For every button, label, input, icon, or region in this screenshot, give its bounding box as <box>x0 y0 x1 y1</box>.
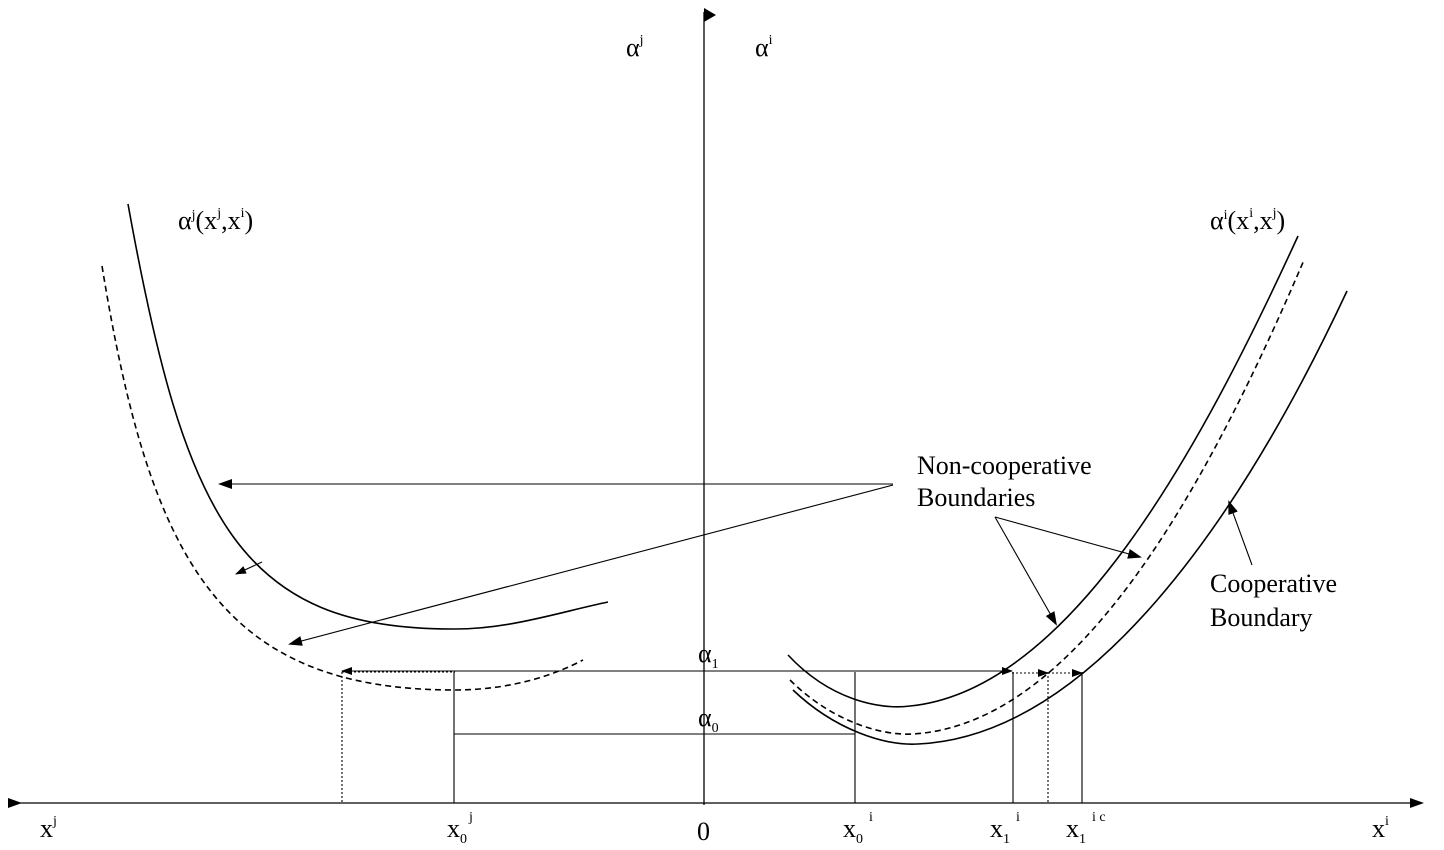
pointer-to-i-dashed <box>994 516 1142 559</box>
noncooperative-label-line1: Non-cooperative <box>917 451 1092 480</box>
noncoop-boundary-j-dashed <box>101 265 584 691</box>
pointer-to-coop <box>1228 500 1253 566</box>
x0j-label: x0j <box>447 810 473 847</box>
pointer-to-i-solid <box>994 516 1057 626</box>
alpha0-label: α0 <box>698 703 719 736</box>
x0i-label: x0i <box>843 810 873 847</box>
axis-label-alpha-j: αj <box>626 33 644 62</box>
cooperative-label-line2: Boundary <box>1210 603 1313 632</box>
x1i-label: x1i <box>990 810 1020 847</box>
alpha1-label: α1 <box>698 639 719 672</box>
vertical-axis-flag <box>704 8 716 22</box>
xj-axis-label: xj <box>40 814 57 843</box>
xi-axis-label: xi <box>1372 814 1389 843</box>
origin-label: 0 <box>697 817 710 846</box>
cooperative-label-line1: Cooperative <box>1210 569 1337 598</box>
noncooperative-label-line2: Boundaries <box>917 483 1035 512</box>
curve-label-j: αj(xj,xi) <box>178 206 253 235</box>
shift-arrow <box>235 561 263 575</box>
noncoop-boundary-i-dashed <box>789 259 1305 735</box>
curve-label-i: αi(xi,xj) <box>1210 206 1285 235</box>
x1ic-label: x1i c <box>1066 810 1106 847</box>
pointer-to-j-dashed <box>288 484 894 646</box>
coop-boundary-i <box>792 290 1348 745</box>
noncoop-boundary-j-solid <box>127 203 609 630</box>
axis-label-alpha-i: αi <box>755 33 773 62</box>
noncoop-boundary-i-solid <box>787 235 1299 708</box>
